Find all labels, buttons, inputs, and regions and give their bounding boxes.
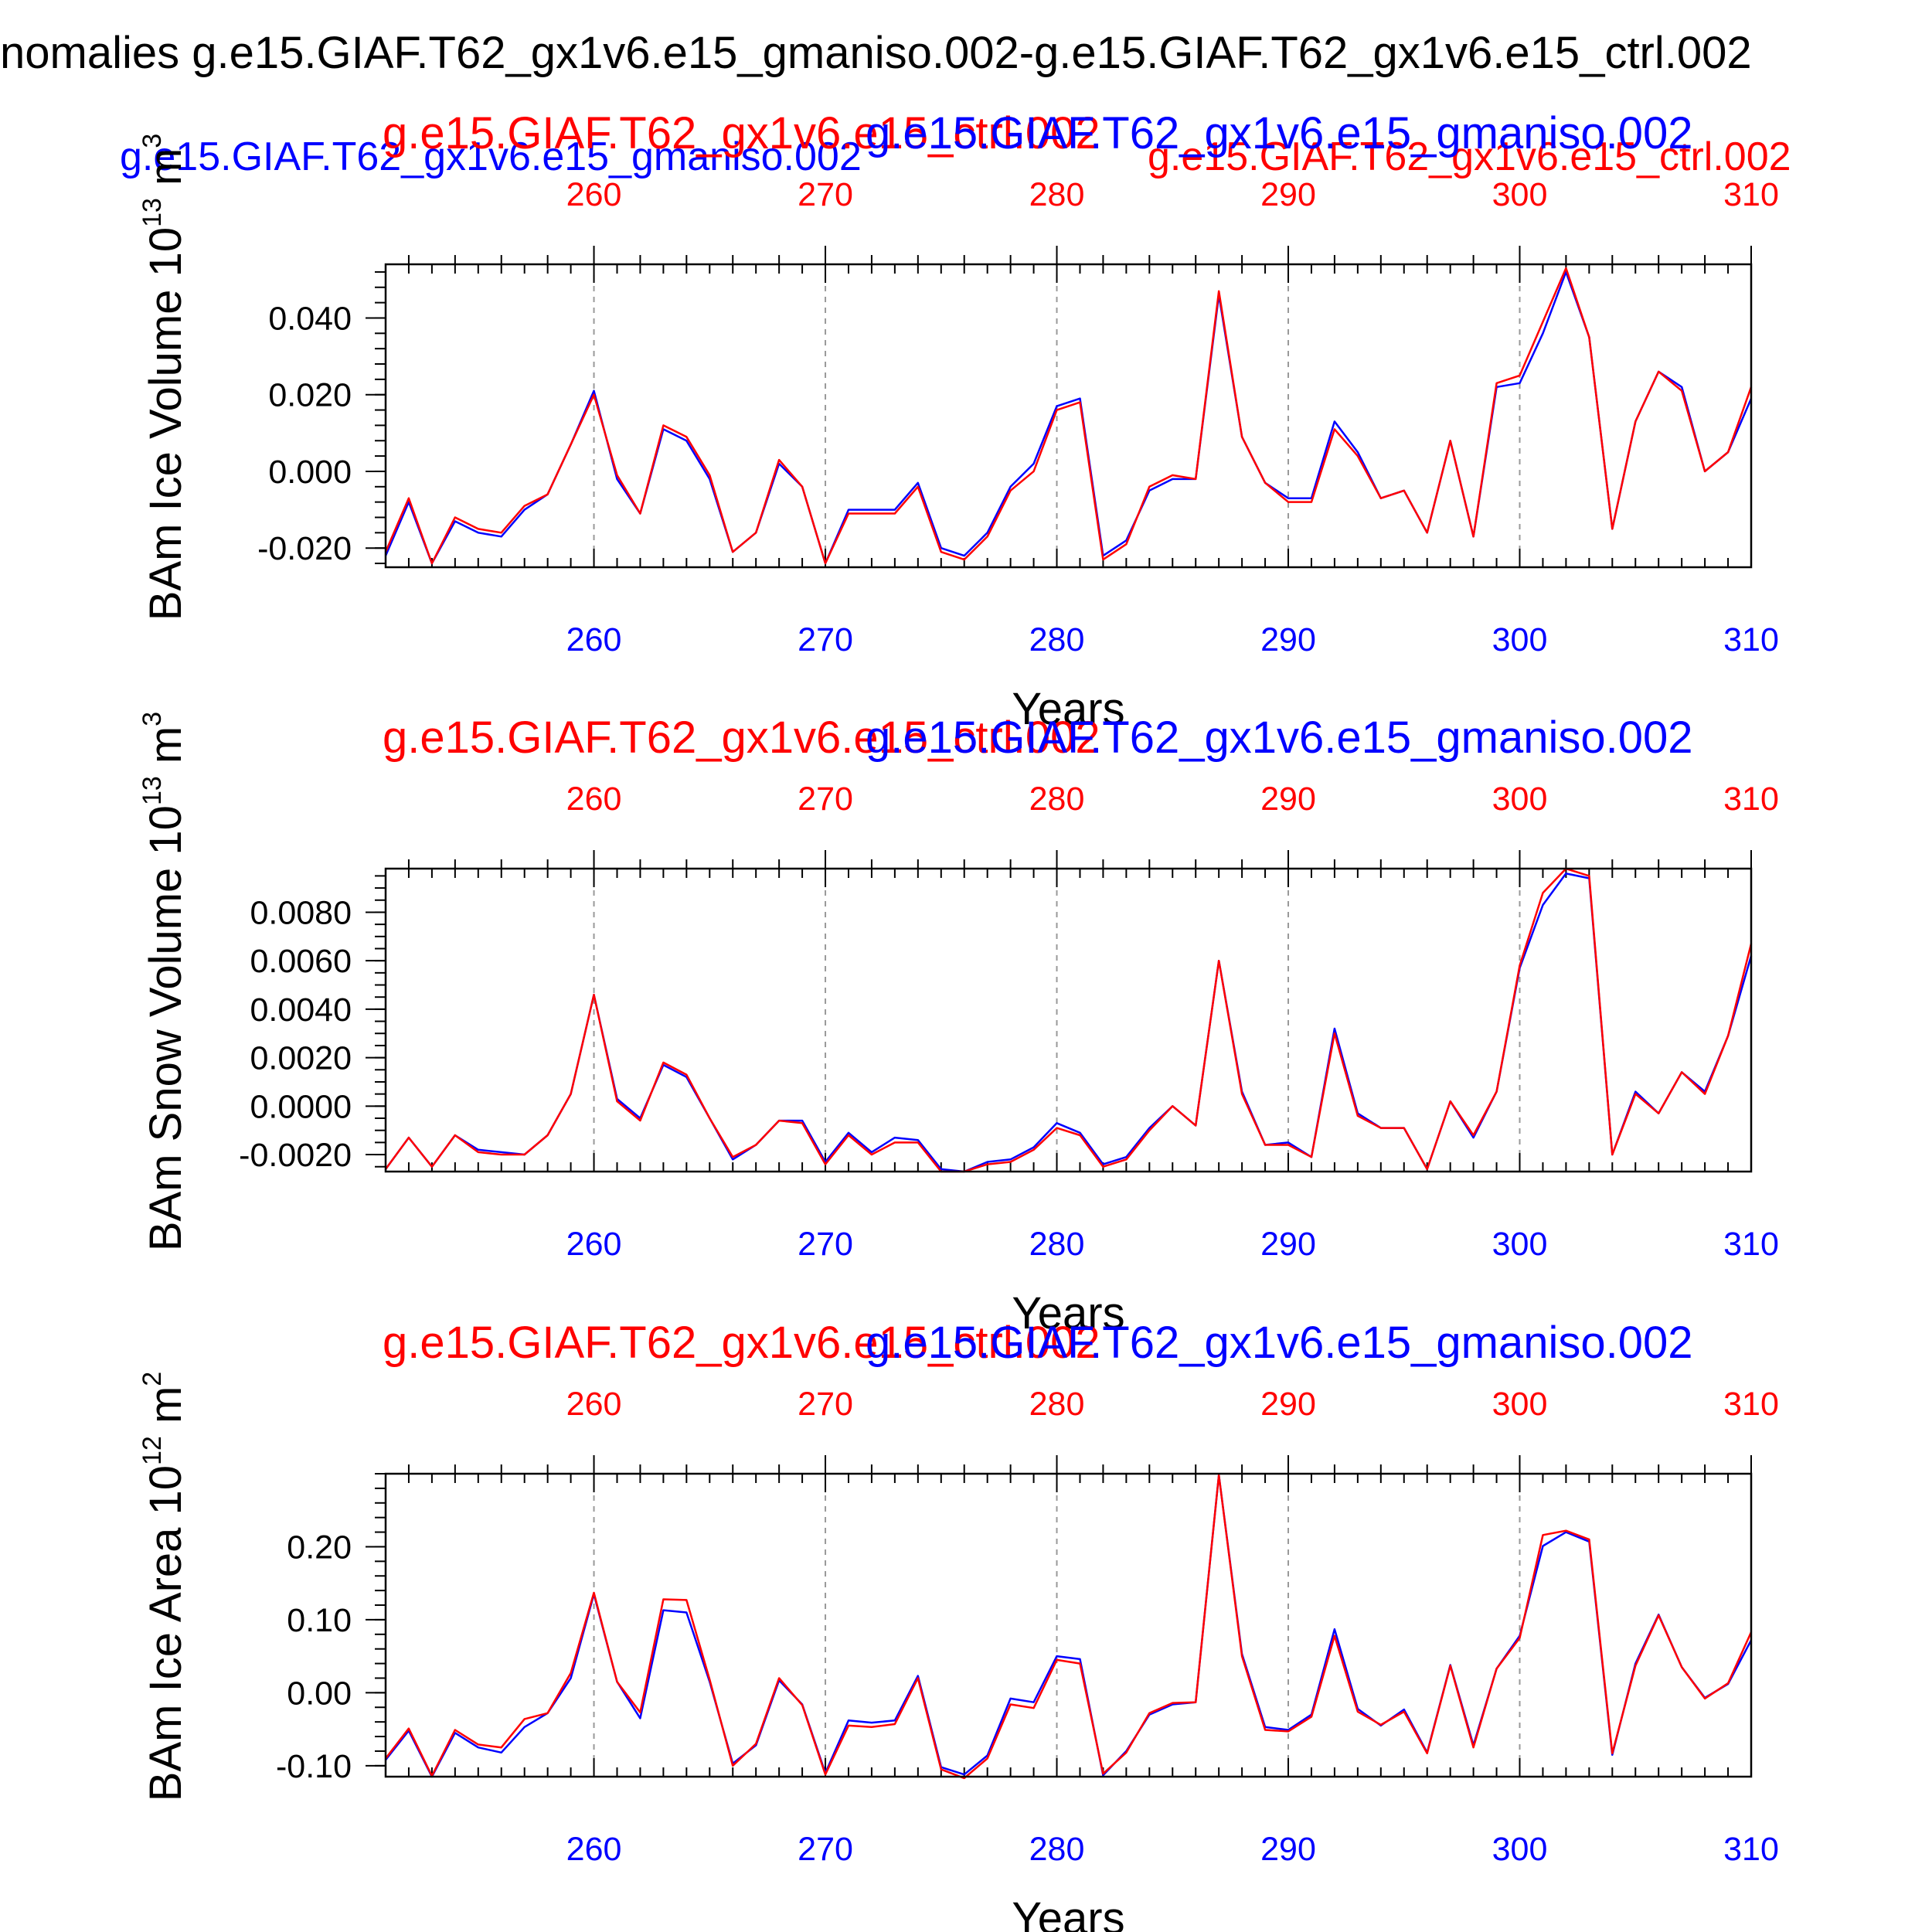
x-tick-label-bottom: 260 <box>566 1831 622 1868</box>
y-tick-label: 0.0040 <box>250 992 352 1029</box>
plot-frame <box>384 263 1753 569</box>
y-tick-label: -0.0020 <box>239 1137 352 1174</box>
series-line-red <box>385 1474 1753 1780</box>
x-tick-label-bottom: 260 <box>566 621 622 658</box>
x-axis-label: Years <box>1012 1893 1124 1932</box>
x-tick-label-bottom: 310 <box>1723 1226 1779 1263</box>
x-tick-label-top: 260 <box>566 176 622 213</box>
y-tick-label: 0.0060 <box>250 943 352 980</box>
x-tick-label-top: 270 <box>798 781 853 818</box>
y-tick-label: 0.040 <box>268 300 352 337</box>
x-tick-label-bottom: 300 <box>1492 621 1548 658</box>
plot-frame <box>384 867 1753 1173</box>
legend-red-label: g.e15.GIAF.T62_gx1v6.e15_ctrl.002 <box>1148 134 1791 179</box>
x-tick-label-bottom: 300 <box>1492 1831 1548 1868</box>
y-tick-label: 0.10 <box>287 1602 352 1639</box>
chart-panel-ice-volume: -0.020 0.000 0.020 0.040 260 260 270 270 280 280 2… <box>138 108 1779 734</box>
top-title-red: g.e15.GIAF.T62_gx1v6.e15_ctrl.002 <box>383 108 1100 158</box>
x-tick-label-bottom: 270 <box>798 621 853 658</box>
x-tick-label-bottom: 300 <box>1492 1226 1548 1263</box>
x-axis-label: Years <box>1012 684 1124 734</box>
x-tick-label-top: 280 <box>1029 1386 1085 1423</box>
y-tick-label: 0.000 <box>268 454 352 491</box>
main-title: nomalies g.e15.GIAF.T62_gx1v6.e15_gmanis… <box>0 28 1752 78</box>
y-tick-label: 0.0000 <box>250 1088 352 1125</box>
x-tick-label-bottom: 280 <box>1029 1831 1085 1868</box>
x-tick-label-bottom: 310 <box>1723 621 1779 658</box>
y-tick-label: 0.020 <box>268 377 352 414</box>
x-tick-label-bottom: 260 <box>566 1226 622 1263</box>
x-tick-label-top: 300 <box>1492 176 1548 213</box>
y-axis-label: BAm Ice Volume 1013 m3 <box>138 134 191 621</box>
x-tick-label-bottom: 280 <box>1029 1226 1085 1263</box>
y-tick-label: 0.0020 <box>250 1040 352 1077</box>
y-tick-label: 0.0080 <box>250 894 352 931</box>
x-tick-label-top: 270 <box>798 1386 853 1423</box>
y-tick-label: -0.10 <box>276 1748 352 1785</box>
x-tick-label-top: 290 <box>1260 176 1316 213</box>
x-tick-label-top: 290 <box>1260 1386 1316 1423</box>
y-tick-label: -0.020 <box>257 530 352 567</box>
x-tick-label-top: 310 <box>1723 1386 1779 1423</box>
x-tick-label-top: 290 <box>1260 781 1316 818</box>
x-tick-label-bottom: 280 <box>1029 621 1085 658</box>
x-tick-label-bottom: 310 <box>1723 1831 1779 1868</box>
x-tick-label-top: 310 <box>1723 176 1779 213</box>
y-tick-label: 0.20 <box>287 1529 352 1566</box>
y-axis-label: BAm Snow Volume 1013 m3 <box>138 712 191 1251</box>
x-tick-label-bottom: 290 <box>1260 1831 1316 1868</box>
legend-blue-label: g.e15.GIAF.T62_gx1v6.e15_gmaniso.002 <box>120 134 862 179</box>
plot-frame <box>384 1472 1753 1778</box>
top-title-red: g.e15.GIAF.T62_gx1v6.e15_ctrl.002 <box>383 1318 1100 1368</box>
x-tick-label-top: 300 <box>1492 781 1548 818</box>
x-tick-label-top: 260 <box>566 1386 622 1423</box>
top-title-blue: g.e15.GIAF.T62_gx1v6.e15_gmaniso.002 <box>866 1318 1693 1368</box>
x-axis-label: Years <box>1012 1288 1124 1338</box>
y-tick-label: 0.00 <box>287 1675 352 1712</box>
x-tick-label-top: 300 <box>1492 1386 1548 1423</box>
top-title-red: g.e15.GIAF.T62_gx1v6.e15_ctrl.002 <box>383 713 1100 763</box>
x-tick-label-top: 280 <box>1029 781 1085 818</box>
top-title-blue: g.e15.GIAF.T62_gx1v6.e15_gmaniso.002 <box>866 108 1693 158</box>
panels: -0.020 0.000 0.020 0.040 260 260 270 270 280 280 2… <box>138 108 1779 1932</box>
top-title-blue: g.e15.GIAF.T62_gx1v6.e15_gmaniso.002 <box>866 713 1693 763</box>
y-axis-label: BAm Ice Area 1012 m2 <box>138 1372 191 1801</box>
x-tick-label-bottom: 290 <box>1260 1226 1316 1263</box>
x-tick-label-bottom: 270 <box>798 1831 853 1868</box>
x-tick-label-top: 310 <box>1723 781 1779 818</box>
x-tick-label-top: 270 <box>798 176 853 213</box>
x-tick-label-bottom: 270 <box>798 1226 853 1263</box>
chart-panel-ice-area: -0.10 0.00 0.10 0.20 260 260 270 270 280 280 290 29… <box>138 1318 1779 1932</box>
series-line-red <box>384 267 1753 565</box>
chart-panel-snow-volume: -0.0020 0.0000 0.0020 0.0040 0.0060 0.0080 260… <box>138 712 1779 1338</box>
x-tick-label-bottom: 290 <box>1260 621 1316 658</box>
series-line-red <box>384 867 1753 1173</box>
x-tick-label-top: 260 <box>566 781 622 818</box>
x-tick-label-top: 280 <box>1029 176 1085 213</box>
